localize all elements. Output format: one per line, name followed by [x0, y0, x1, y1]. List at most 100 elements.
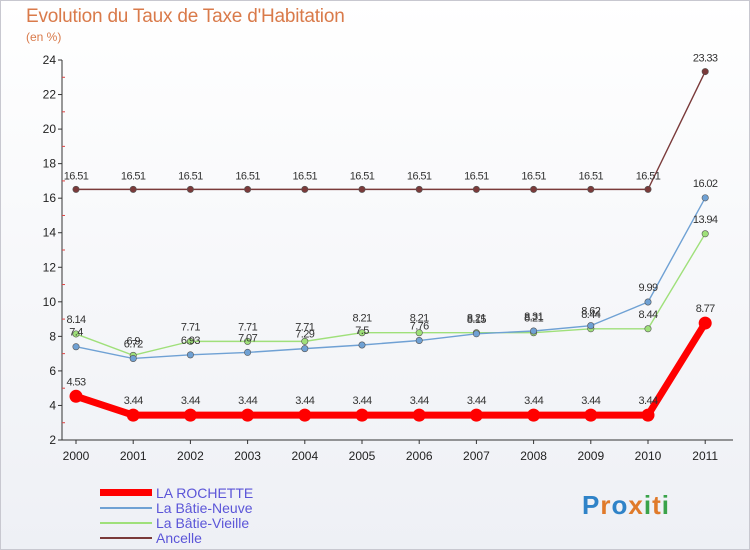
data-label: 8.14: [66, 314, 85, 326]
y-tick-label: 18: [43, 157, 57, 171]
y-tick-label: 6: [49, 364, 56, 378]
data-label: 3.44: [638, 395, 657, 407]
data-label: 16.51: [350, 170, 375, 182]
data-point: [698, 316, 712, 330]
data-point: [415, 337, 423, 345]
data-label: 8.21: [352, 313, 371, 325]
data-label: 4.53: [66, 376, 85, 388]
data-label: 7.71: [181, 321, 200, 333]
x-tick-label: 2009: [577, 449, 604, 463]
logo-letter: P: [582, 490, 601, 520]
data-label: 8.44: [581, 309, 600, 321]
data-point: [701, 230, 709, 238]
data-label: 3.44: [467, 395, 486, 407]
data-point: [72, 330, 80, 338]
series-line-la-b-tie-neuve: [75, 197, 706, 360]
y-tick-label: 10: [43, 295, 57, 309]
data-label: 16.51: [178, 170, 203, 182]
data-point: [186, 185, 194, 193]
y-tick-label: 16: [43, 191, 57, 205]
data-label: 16.51: [636, 170, 661, 182]
data-point: [530, 327, 538, 335]
data-point: [69, 389, 83, 403]
data-label: 3.44: [238, 395, 257, 407]
logo-letter: i: [661, 490, 670, 520]
logo-letter: r: [600, 490, 612, 520]
data-label: 6.93: [181, 335, 200, 347]
data-label: 7.4: [69, 327, 83, 339]
data-point: [355, 408, 369, 422]
legend-label-la-batie-vieille: La Bâtie-Vieille: [156, 514, 250, 531]
x-tick-label: 2003: [234, 449, 261, 463]
data-point: [72, 343, 80, 351]
data-label: 9.99: [638, 282, 657, 294]
data-point: [72, 185, 80, 193]
legend-swatch-ancelle: [100, 536, 152, 539]
logo-letter: t: [652, 490, 662, 520]
data-point: [298, 408, 312, 422]
data-point: [415, 329, 423, 337]
data-point: [244, 337, 252, 345]
y-tick-label: 4: [49, 398, 56, 412]
data-point: [244, 185, 252, 193]
data-point: [701, 68, 709, 76]
y-tick-label: 20: [43, 122, 57, 136]
legend-swatch-la-rochette: [100, 489, 152, 496]
x-tick-label: 2008: [520, 449, 547, 463]
data-point: [186, 351, 194, 359]
data-label: 6.9: [126, 335, 140, 347]
y-tick-label: 14: [43, 226, 57, 240]
data-point: [301, 345, 309, 353]
data-label: 16.51: [121, 170, 146, 182]
data-point: [469, 408, 483, 422]
data-label: 8.21: [410, 313, 429, 325]
data-point: [126, 408, 140, 422]
data-label: 3.44: [124, 395, 143, 407]
data-label: 23.33: [693, 53, 718, 65]
legend-label-la-batie-neuve: La Bâtie-Neuve: [156, 499, 253, 516]
data-label: 7.5: [355, 325, 369, 337]
data-point: [412, 408, 426, 422]
x-tick-label: 2000: [63, 449, 90, 463]
y-tick-label: 22: [43, 88, 57, 102]
proxiti-logo: Proxiti: [582, 490, 670, 521]
data-label: 7.71: [238, 321, 257, 333]
data-point: [129, 185, 137, 193]
data-point: [183, 408, 197, 422]
data-point: [530, 185, 538, 193]
x-tick-label: 2010: [635, 449, 662, 463]
data-point: [301, 337, 309, 345]
legend-swatch-la-batie-neuve: [100, 506, 152, 509]
data-label: 7.71: [295, 321, 314, 333]
logo-letter: x: [628, 490, 644, 520]
data-point: [641, 408, 655, 422]
x-tick-label: 2006: [406, 449, 433, 463]
chart-title: Evolution du Taux de Taxe d'Habitation: [26, 6, 345, 27]
data-point: [587, 322, 595, 330]
data-point: [301, 185, 309, 193]
data-point: [644, 325, 652, 333]
data-point: [584, 408, 598, 422]
data-label: 8.62: [581, 306, 600, 318]
data-point: [358, 341, 366, 349]
data-label: 16.51: [293, 170, 318, 182]
data-point: [241, 408, 255, 422]
data-label: 3.44: [410, 395, 429, 407]
data-label: 8.15: [467, 314, 486, 326]
data-label: 3.44: [181, 395, 200, 407]
chart-subtitle: (en %): [26, 30, 62, 44]
data-point: [644, 298, 652, 306]
data-label: 7.07: [238, 332, 257, 344]
data-point: [358, 185, 366, 193]
legend-item: LA ROCHETTE: [100, 485, 253, 501]
plot-area: [62, 60, 733, 440]
x-tick-label: 2007: [463, 449, 490, 463]
legend-label-ancelle: Ancelle: [156, 529, 202, 546]
data-point: [415, 185, 423, 193]
data-label: 16.51: [407, 170, 432, 182]
logo-letter: i: [643, 490, 653, 520]
data-label: 7.76: [410, 321, 429, 333]
data-label: 16.51: [464, 170, 489, 182]
y-tick-label: 24: [43, 53, 57, 67]
data-point: [701, 194, 709, 202]
